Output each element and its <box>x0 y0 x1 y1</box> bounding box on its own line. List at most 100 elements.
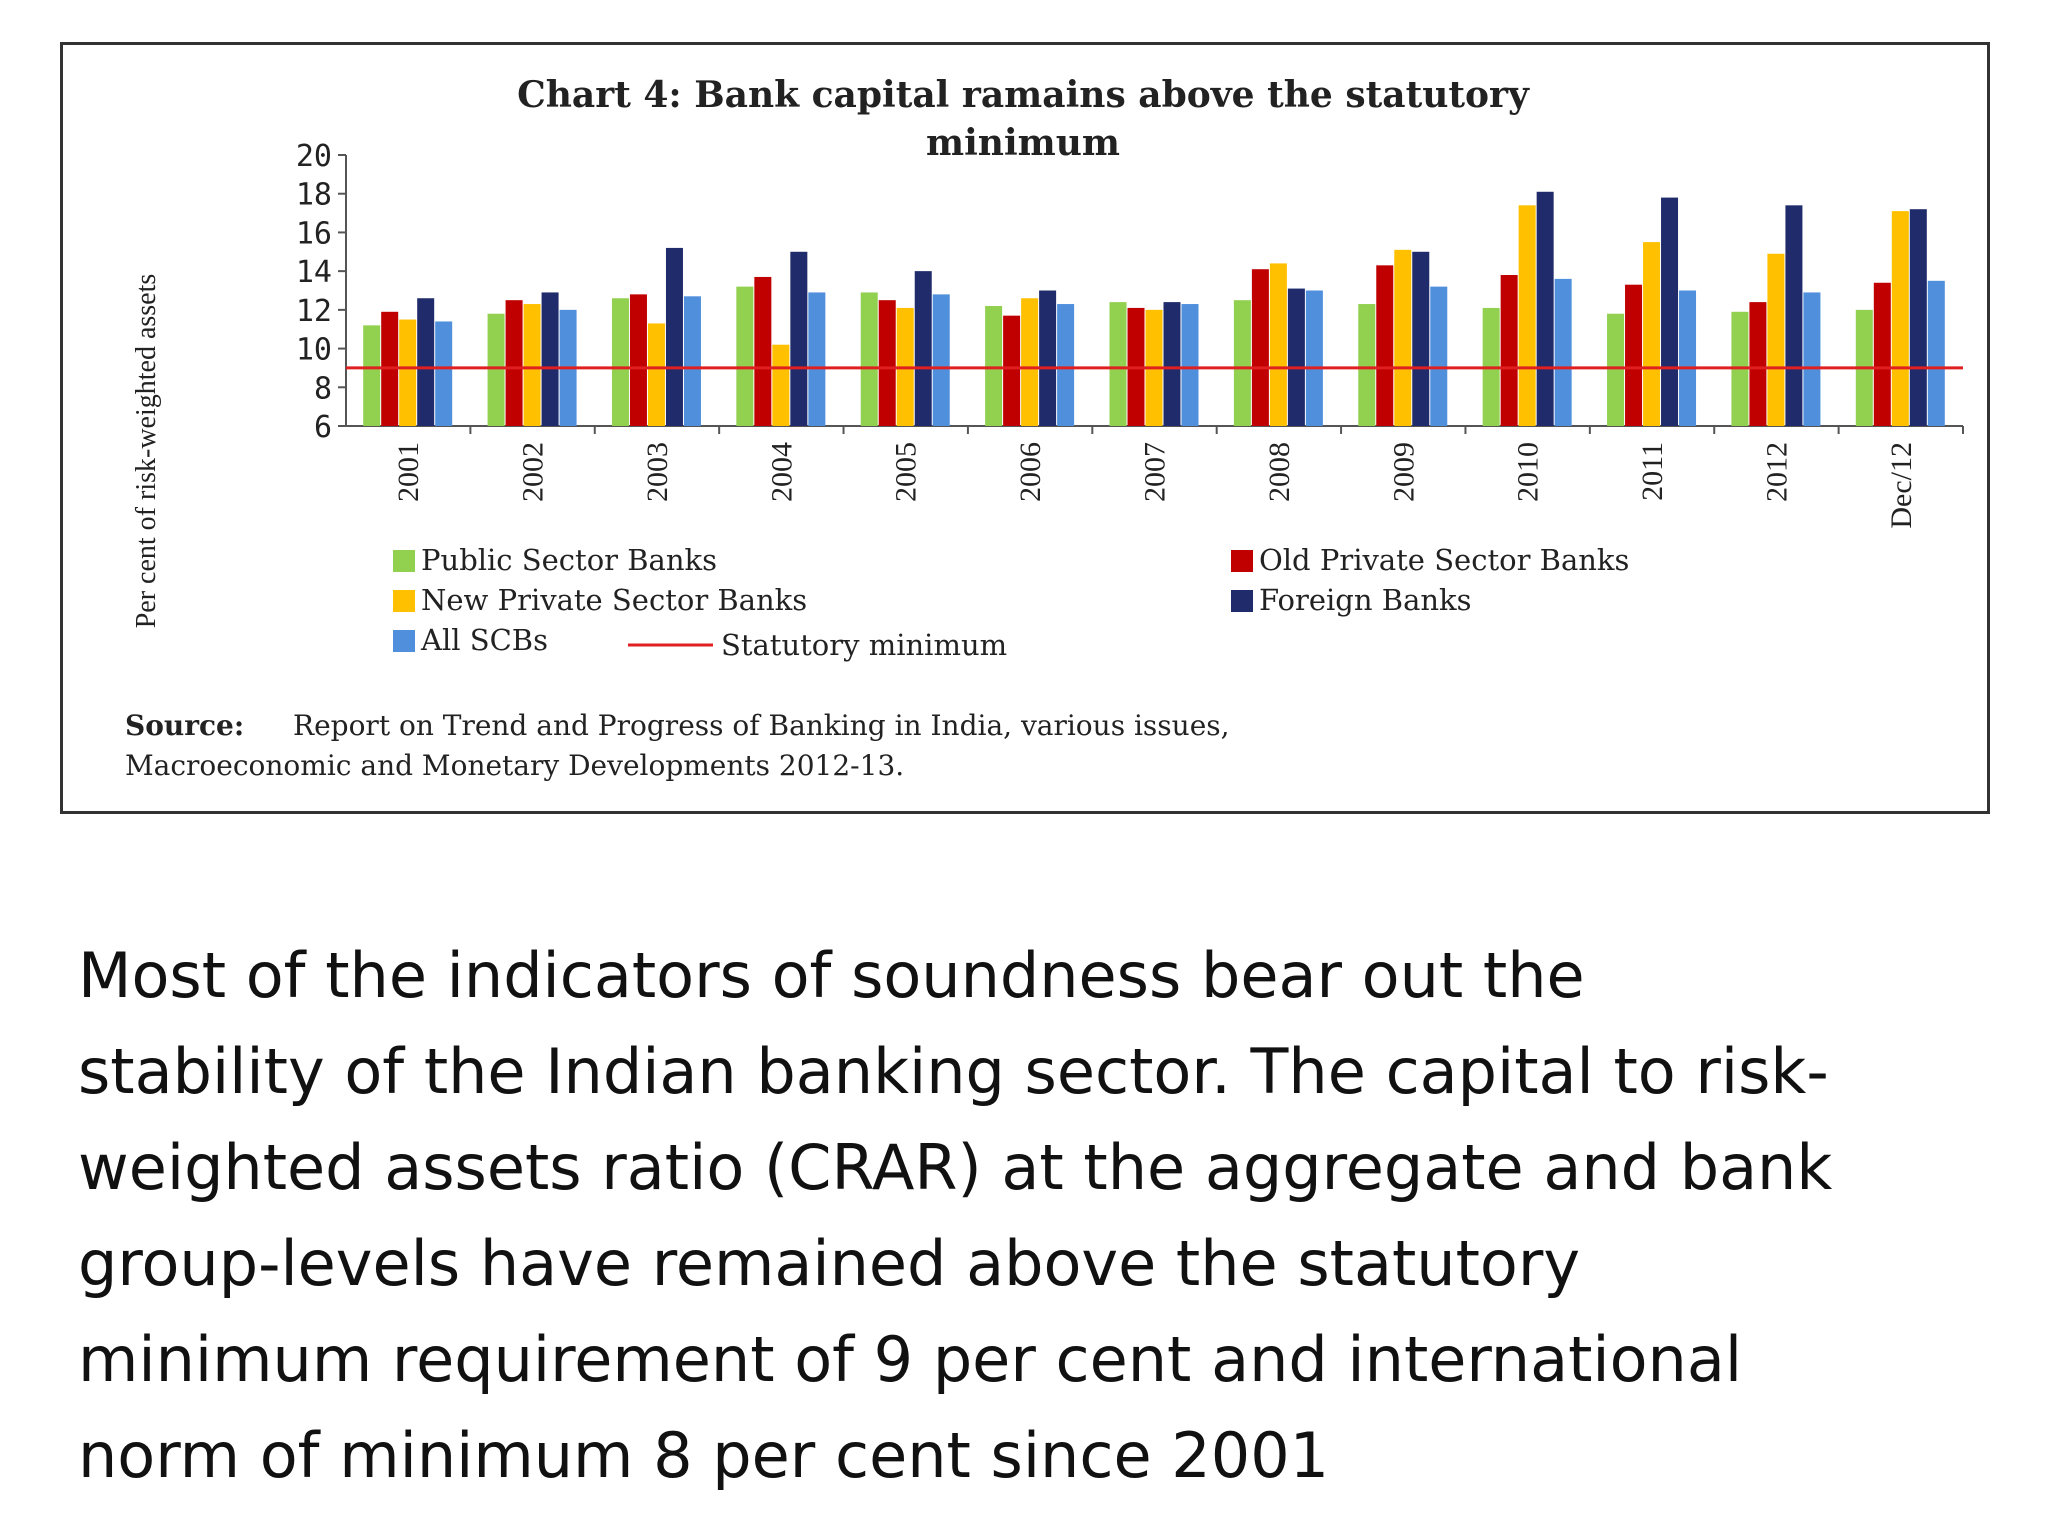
bar-old-private-sector-banks-2006 <box>1003 315 1021 426</box>
bar-all-scbs-2001 <box>435 321 453 426</box>
bar-old-private-sector-banks-2004 <box>754 276 772 426</box>
legend-label-statutory-minimum: Statutory minimum <box>721 628 1007 662</box>
source-line1: Report on Trend and Progress of Banking … <box>293 709 1230 742</box>
x-tick-label: 2004 <box>765 442 798 502</box>
y-tick-label: 20 <box>296 139 332 174</box>
bar-all-scbs-2005 <box>932 294 950 426</box>
y-tick-label: 6 <box>314 410 332 445</box>
bar-foreign-banks-2010 <box>1536 191 1554 426</box>
chart-title-line1: Chart 4: Bank capital ramains above the … <box>517 74 1530 116</box>
x-tick-label: 2007 <box>1139 442 1172 502</box>
bar-public-sector-banks-2005 <box>860 292 878 426</box>
y-tick-label: 14 <box>296 255 332 290</box>
source-label: Source: <box>125 709 244 742</box>
bar-chart: Chart 4: Bank capital ramains above the … <box>125 74 1964 782</box>
bar-foreign-banks-2006 <box>1039 290 1057 426</box>
legend-swatch-foreign-banks <box>1231 590 1253 612</box>
body-paragraph: Most of the indicators of soundness bear… <box>78 928 1958 1504</box>
legend-label-all-scbs: All SCBs <box>420 623 548 657</box>
body-line-5: minimum requirement of 9 per cent and in… <box>78 1323 1743 1396</box>
bar-old-private-sector-banks-2008 <box>1251 269 1269 426</box>
chart-frame: Chart 4: Bank capital ramains above the … <box>60 42 1990 814</box>
chart-title-line2: minimum <box>926 122 1120 164</box>
bar-all-scbs-2006 <box>1057 304 1075 426</box>
y-tick-label: 12 <box>296 294 332 329</box>
bar-foreign-banks-Dec-12 <box>1909 209 1927 426</box>
x-tick-label: 2006 <box>1014 442 1047 502</box>
bar-public-sector-banks-2011 <box>1607 313 1625 426</box>
bar-all-scbs-Dec-12 <box>1927 280 1945 426</box>
bar-new-private-sector-banks-2003 <box>647 323 665 426</box>
y-tick-label: 18 <box>296 178 332 213</box>
x-tick-label: 2005 <box>890 442 923 502</box>
bar-foreign-banks-2005 <box>914 271 932 426</box>
body-line-1: Most of the indicators of soundness bear… <box>78 939 1585 1012</box>
legend-swatch-public-sector-banks <box>393 550 415 572</box>
legend-label-old-private-sector-banks: Old Private Sector Banks <box>1259 543 1629 577</box>
bar-old-private-sector-banks-2010 <box>1500 275 1518 426</box>
bar-foreign-banks-2003 <box>665 247 683 426</box>
bar-new-private-sector-banks-Dec-12 <box>1891 211 1909 426</box>
bar-foreign-banks-2004 <box>790 251 808 426</box>
bar-foreign-banks-2012 <box>1785 205 1803 426</box>
bar-public-sector-banks-2002 <box>487 313 505 426</box>
bar-new-private-sector-banks-2009 <box>1394 249 1412 426</box>
y-tick-label: 16 <box>296 216 332 251</box>
bar-foreign-banks-2008 <box>1287 288 1305 426</box>
bar-public-sector-banks-2007 <box>1109 302 1127 426</box>
bar-foreign-banks-2001 <box>417 298 435 426</box>
bar-new-private-sector-banks-2011 <box>1643 242 1661 426</box>
x-tick-label: 2012 <box>1760 442 1793 502</box>
bar-all-scbs-2004 <box>808 292 826 426</box>
legend: Public Sector Banks Old Private Sector Ba… <box>393 543 1629 662</box>
bar-new-private-sector-banks-2010 <box>1518 205 1536 426</box>
legend-swatch-new-private-sector-banks <box>393 590 415 612</box>
bar-old-private-sector-banks-2012 <box>1749 302 1767 426</box>
body-line-2: stability of the Indian banking sector. … <box>78 1035 1829 1108</box>
bar-old-private-sector-banks-Dec-12 <box>1873 282 1891 426</box>
y-axis-label: Per cent of risk-weighted assets <box>131 274 162 629</box>
bar-foreign-banks-2002 <box>541 292 559 426</box>
bar-foreign-banks-2009 <box>1412 251 1430 426</box>
bar-all-scbs-2011 <box>1679 290 1697 426</box>
y-tick-label: 10 <box>296 333 332 368</box>
bar-public-sector-banks-2001 <box>363 325 381 426</box>
bar-public-sector-banks-2009 <box>1358 304 1376 426</box>
x-tick-label: 2001 <box>392 442 425 502</box>
bar-all-scbs-2008 <box>1305 290 1323 426</box>
x-tick-label: 2010 <box>1512 442 1545 502</box>
x-tick-label: 2009 <box>1387 442 1420 502</box>
bar-all-scbs-2010 <box>1554 278 1572 426</box>
bar-all-scbs-2009 <box>1430 286 1448 426</box>
bar-public-sector-banks-2003 <box>611 298 629 426</box>
legend-label-public-sector-banks: Public Sector Banks <box>421 543 717 577</box>
bar-all-scbs-2012 <box>1803 292 1821 426</box>
legend-swatch-old-private-sector-banks <box>1231 550 1253 572</box>
bar-new-private-sector-banks-2004 <box>772 344 790 426</box>
bar-all-scbs-2003 <box>683 296 701 426</box>
bar-new-private-sector-banks-2002 <box>523 304 541 426</box>
bar-foreign-banks-2011 <box>1661 197 1679 426</box>
legend-swatch-all-scbs <box>393 630 415 652</box>
bar-public-sector-banks-2006 <box>985 305 1003 426</box>
bar-new-private-sector-banks-2006 <box>1021 298 1039 426</box>
bar-foreign-banks-2007 <box>1163 302 1181 426</box>
bar-public-sector-banks-2004 <box>736 286 754 426</box>
bar-new-private-sector-banks-2012 <box>1767 253 1785 426</box>
bar-old-private-sector-banks-2011 <box>1625 284 1643 426</box>
legend-label-foreign-banks: Foreign Banks <box>1259 583 1472 617</box>
bar-old-private-sector-banks-2009 <box>1376 265 1394 426</box>
body-line-4: group-levels have remained above the sta… <box>78 1227 1581 1300</box>
source-line2: Macroeconomic and Monetary Developments … <box>125 749 904 782</box>
x-tick-label: 2002 <box>517 442 550 502</box>
bar-all-scbs-2007 <box>1181 304 1199 426</box>
bar-new-private-sector-banks-2001 <box>399 319 417 426</box>
x-tick-label: 2008 <box>1263 442 1296 502</box>
bar-old-private-sector-banks-2003 <box>629 294 647 426</box>
bar-old-private-sector-banks-2005 <box>878 300 896 426</box>
legend-label-new-private-sector-banks: New Private Sector Banks <box>421 583 807 617</box>
x-tick-label: 2003 <box>641 442 674 502</box>
x-tick-label: Dec/12 <box>1885 442 1918 529</box>
body-line-3: weighted assets ratio (CRAR) at the aggr… <box>78 1131 1833 1204</box>
